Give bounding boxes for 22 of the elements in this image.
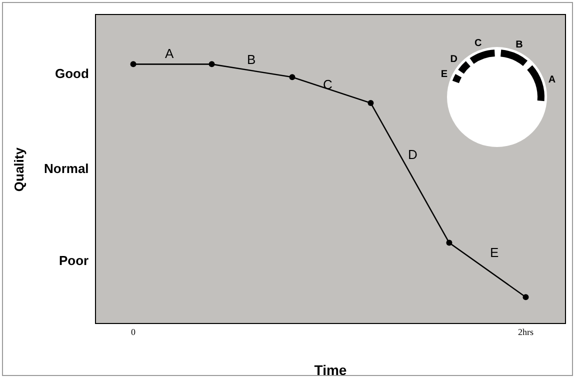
annotation: E (490, 245, 499, 260)
point (130, 61, 136, 68)
text: B (516, 39, 523, 50)
annotation: A (548, 74, 556, 86)
text: Poor (59, 253, 89, 268)
annotation: D (408, 147, 418, 162)
annotation: B (247, 52, 256, 67)
x-tick-label: 2hrs (518, 326, 534, 337)
text: D (450, 54, 458, 66)
text: Normal (44, 161, 89, 176)
x-axis-title: Time (314, 362, 347, 378)
x-tick-label: 0 (131, 326, 136, 337)
text: Quality (12, 146, 27, 192)
point (208, 61, 215, 68)
text: Good (55, 66, 89, 81)
text: C (474, 38, 482, 50)
text: E (440, 68, 448, 80)
text: A (165, 46, 174, 61)
point (446, 240, 452, 246)
point (368, 100, 374, 106)
point (289, 74, 296, 80)
point (522, 294, 529, 300)
